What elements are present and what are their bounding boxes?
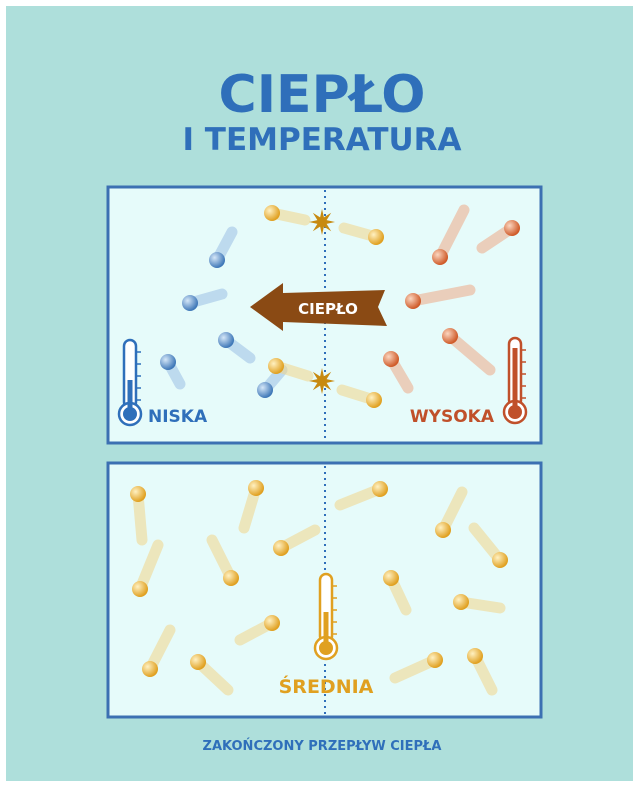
- particle: [492, 552, 508, 568]
- collision-burst: [309, 368, 335, 394]
- average-label: ŚREDNIA: [279, 674, 374, 698]
- particle: [372, 481, 388, 497]
- low-label: NISKA: [148, 407, 208, 427]
- particle: [190, 654, 206, 670]
- particle: [223, 570, 239, 586]
- particle: [130, 486, 146, 502]
- particle: [383, 351, 399, 367]
- particle: [383, 570, 399, 586]
- particle: [273, 540, 289, 556]
- title: CIEPŁO: [219, 65, 426, 125]
- collision-burst: [309, 209, 335, 235]
- thermometer-level: [513, 348, 518, 410]
- particle: [366, 392, 382, 408]
- infographic: CIEPŁO I TEMPERATURA CIEPŁO NISKA WYSOKA…: [0, 0, 639, 787]
- particle: [132, 581, 148, 597]
- particle: [142, 661, 158, 677]
- particle: [432, 249, 448, 265]
- particle: [427, 652, 443, 668]
- particle: [435, 522, 451, 538]
- particle: [182, 295, 198, 311]
- particle: [453, 594, 469, 610]
- high-label: WYSOKA: [410, 407, 495, 427]
- subtitle: I TEMPERATURA: [182, 122, 461, 158]
- particle: [467, 648, 483, 664]
- particle: [160, 354, 176, 370]
- particle: [504, 220, 520, 236]
- particle: [268, 358, 284, 374]
- footer-caption: ZAKOŃCZONY PRZEPŁYW CIEPŁA: [203, 738, 442, 754]
- thermometer-level: [324, 612, 329, 646]
- arrow-label: CIEPŁO: [298, 300, 358, 318]
- particle: [257, 382, 273, 398]
- particle: [368, 229, 384, 245]
- particle: [264, 205, 280, 221]
- particle: [264, 615, 280, 631]
- particle: [209, 252, 225, 268]
- particle: [248, 480, 264, 496]
- particle: [405, 293, 421, 309]
- thermometer-level: [128, 380, 133, 412]
- particle: [218, 332, 234, 348]
- particle: [442, 328, 458, 344]
